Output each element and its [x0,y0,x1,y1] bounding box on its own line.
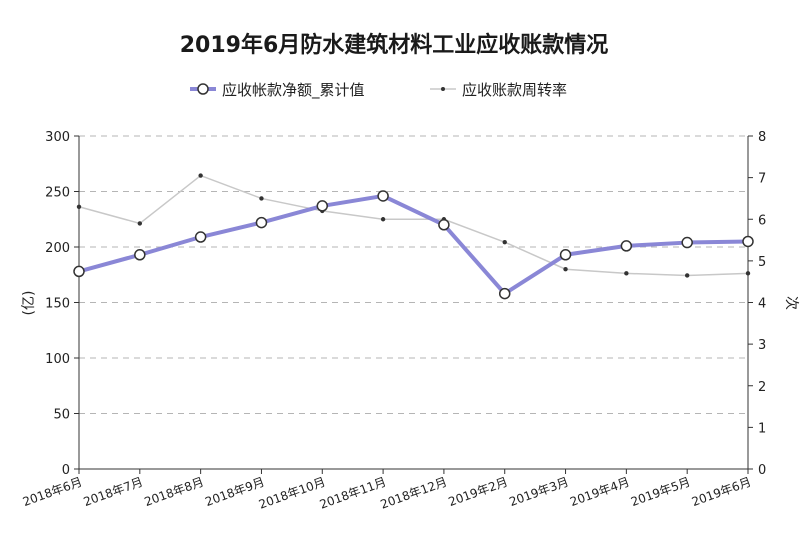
x-tick-label: 2018年7月 [82,475,145,509]
series-2-line [78,174,749,277]
chart-title: 2019年6月防水建筑材料工业应收账款情况 [180,32,609,58]
legend-label-series-2: 应收账款周转率 [462,81,567,99]
series-1-point [194,231,207,243]
y-tick-label-left: 0 [62,463,70,478]
series-2-point [137,221,143,226]
y-tick-label-left: 250 [45,186,70,201]
x-tick-label: 2018年12月 [379,475,449,512]
x-tick-label: 2019年2月 [447,475,510,509]
legend: 应收帐款净额_累计值 应收账款周转率 [190,81,567,100]
x-tick-label: 2018年11月 [318,475,388,512]
series-1-point [73,265,85,278]
y-tick-label-right: 5 [758,255,766,270]
y-tick-label-right: 6 [758,213,766,228]
legend-marker-series-1 [197,83,209,95]
series-2-point [563,267,568,272]
series-2-point [259,196,264,201]
series-1-point [134,249,146,261]
y-tick-label-left: 300 [45,130,70,145]
series-1-point [377,190,389,202]
y-tick-label-right: 4 [758,297,766,312]
y-axis-left-label: (亿) [21,291,37,316]
x-tick-label: 2019年6月 [690,475,753,509]
series-1-point [742,235,754,248]
y-tick-label-right: 8 [758,130,766,145]
series-1-point [498,287,511,300]
series-1-point [255,216,268,229]
y-axis-right-ticks: 0 1 2 3 4 5 6 7 8 [748,130,766,478]
legend-label-series-1: 应收帐款净额_累计值 [222,81,365,100]
x-tick-label: 2019年4月 [568,475,631,509]
y-tick-label-right: 3 [758,338,766,353]
y-tick-label-right: 0 [758,463,766,478]
y-axis-right-label: 次 [783,296,799,310]
gridlines [79,135,748,414]
series-2-point [76,204,82,209]
y-tick-label-right: 7 [758,172,766,187]
series-1-point [316,200,329,212]
series-1-point [620,240,633,252]
series-receivables-net [73,190,754,300]
x-tick-label: 2019年3月 [507,475,570,509]
x-tick-label: 2018年8月 [142,475,205,509]
legend-marker-series-2 [441,87,445,91]
x-tick-label: 2019年5月 [629,475,692,509]
series-2-point [745,271,751,276]
x-tick-label: 2018年9月 [203,475,266,509]
series-2-point [380,217,386,222]
y-tick-label-right: 2 [758,380,766,395]
y-tick-label-left: 50 [53,408,70,423]
series-2-point [198,173,203,178]
series-1-point [559,249,572,261]
series-2-point [624,271,629,276]
series-2-point [684,273,690,278]
series-1-point [438,219,450,231]
y-tick-label-right: 1 [758,421,766,436]
y-tick-label-left: 150 [45,297,70,312]
y-axis-left-ticks: 0 50 100 150 200 250 300 [45,130,79,478]
x-tick-label: 2018年6月 [21,475,84,509]
series-1-point [681,236,693,249]
series-turnover-rate [76,173,751,278]
y-tick-label-left: 200 [45,241,70,256]
x-axis-ticks: 2018年6月2018年7月2018年8月2018年9月2018年10月2018… [21,469,753,512]
y-tick-label-left: 100 [45,352,70,367]
series-2-point [502,239,507,245]
series-1-line [78,193,749,296]
x-tick-label: 2018年10月 [257,475,327,512]
